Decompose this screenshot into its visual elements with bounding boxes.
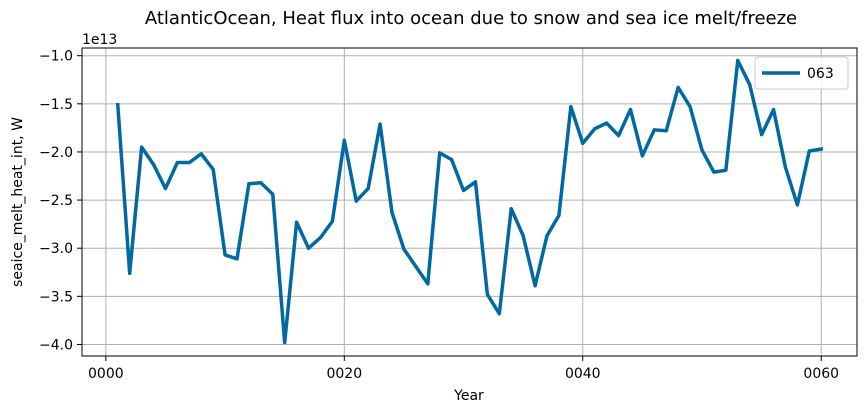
data-point (140, 145, 144, 149)
data-point (354, 199, 358, 203)
data-point (676, 85, 680, 90)
data-point (557, 213, 561, 218)
y-tick-label: −2.0 (39, 145, 73, 161)
data-point (187, 160, 191, 165)
x-axis-ticks: 0000 0020 0040 0060 (88, 356, 839, 382)
data-point (163, 186, 168, 191)
data-point (366, 186, 370, 191)
data-point (271, 192, 275, 196)
data-point (795, 203, 799, 207)
data-point (760, 133, 764, 137)
data-point (593, 127, 597, 131)
data-point (426, 282, 430, 286)
data-point (533, 284, 537, 288)
data-point (688, 105, 692, 109)
data-point (175, 160, 179, 165)
data-point (807, 149, 811, 153)
y-tick-label: −1.0 (39, 49, 73, 65)
data-point (771, 108, 776, 112)
data-point (569, 105, 573, 109)
data-point (521, 234, 525, 238)
data-point (330, 219, 334, 223)
data-point (151, 162, 156, 167)
data-point (640, 154, 644, 158)
data-point (664, 129, 668, 133)
data-point (390, 210, 394, 215)
data-point (497, 312, 501, 316)
plot-series (115, 58, 824, 345)
y-tick-label: −3.0 (39, 241, 73, 257)
data-point (450, 158, 454, 162)
legend: 063 (754, 56, 849, 90)
plot-area-frame (81, 47, 858, 357)
data-point (628, 108, 633, 112)
data-point (819, 147, 823, 151)
data-point (283, 340, 287, 345)
x-tick-label: 0060 (803, 366, 839, 382)
chart-title: AtlanticOcean, Heat flux into ocean due … (145, 8, 797, 29)
data-point (485, 292, 489, 296)
data-point (306, 246, 311, 250)
series-line (115, 58, 824, 345)
grid (82, 48, 857, 356)
y-axis-label: seaice_melt_heat_int, W (10, 117, 26, 287)
data-point (724, 168, 728, 172)
data-point (712, 170, 716, 174)
data-point (414, 264, 418, 269)
data-point (199, 152, 203, 156)
y-tick-label: −3.5 (39, 289, 73, 305)
data-point (438, 151, 442, 155)
data-point (128, 271, 132, 275)
data-point (581, 141, 585, 145)
data-point (378, 122, 382, 126)
data-point (736, 58, 740, 63)
x-axis-label: Year (453, 388, 484, 404)
y-tick-label: −4.0 (39, 337, 73, 353)
data-point (402, 247, 406, 251)
x-tick-label: 0040 (565, 366, 601, 382)
data-point (342, 138, 346, 142)
data-point (461, 188, 466, 193)
legend-box (754, 56, 849, 90)
data-point (700, 148, 704, 152)
data-point (473, 180, 478, 184)
data-point (295, 220, 299, 224)
data-point (748, 82, 752, 87)
data-point (247, 182, 251, 186)
y-tick-label: −2.5 (39, 193, 73, 209)
data-point (652, 128, 656, 132)
data-point (318, 236, 323, 240)
data-point (605, 121, 609, 125)
data-point (235, 257, 239, 261)
x-tick-label: 0000 (88, 366, 124, 382)
data-point (116, 103, 120, 107)
y-axis-offset-text: 1e13 (82, 32, 117, 48)
data-point (545, 234, 549, 238)
y-axis-ticks: −4.0 −3.5 −3.0 −2.5 −2.0 −1.5 −1.0 (39, 49, 82, 353)
data-point (616, 133, 621, 138)
y-tick-label: −1.5 (39, 97, 73, 113)
data-point (211, 167, 215, 171)
data-point (783, 165, 788, 169)
data-point (223, 253, 227, 257)
legend-label: 063 (807, 66, 834, 82)
data-point (259, 181, 263, 185)
data-point (509, 207, 513, 211)
x-tick-label: 0020 (326, 366, 362, 382)
